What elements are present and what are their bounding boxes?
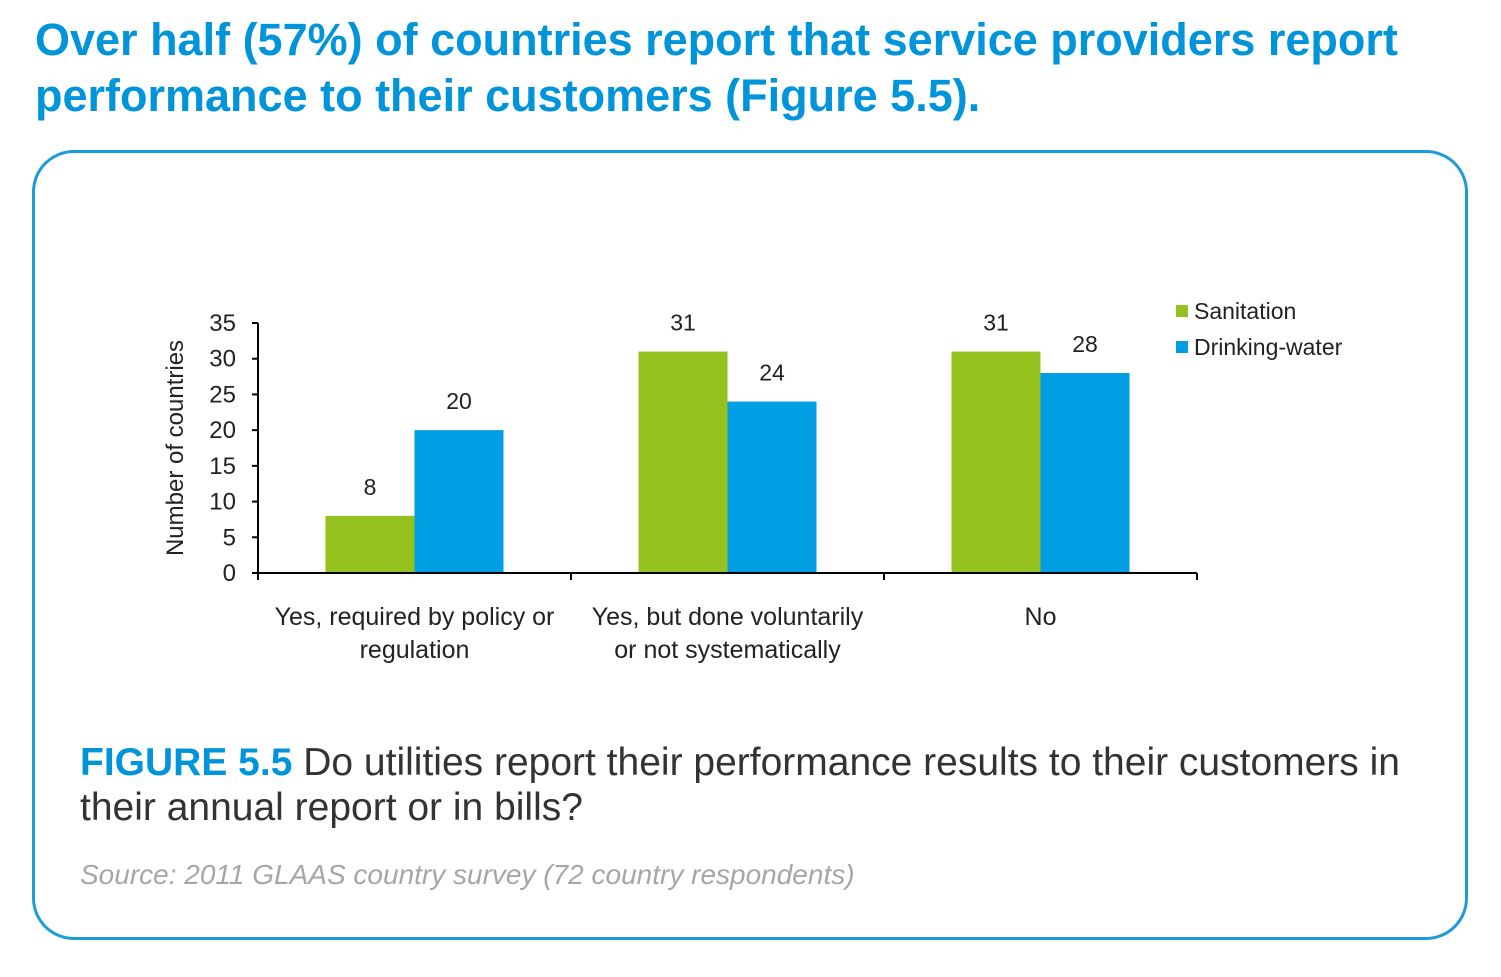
y-tick-label: 20 <box>209 417 236 444</box>
bar-drinking-water-0 <box>414 430 504 573</box>
data-label-sanitation-0: 8 <box>364 474 377 500</box>
page-heading: Over half (57%) of countries report that… <box>35 14 1398 121</box>
x-category-label: No <box>1024 603 1057 631</box>
data-label-sanitation-2: 31 <box>983 310 1009 336</box>
legend-swatch-sanitation <box>1176 305 1188 317</box>
data-label-sanitation-1: 31 <box>670 310 696 336</box>
y-tick-label: 10 <box>209 489 236 516</box>
x-category-label: Yes, but done voluntarily or not systema… <box>591 603 864 664</box>
chart-canvas: 8 31 31 20 24 28 0 5 10 15 20 25 30 35 Number of count… <box>162 298 1343 587</box>
data-label-drinking-water-2: 28 <box>1072 331 1098 357</box>
bar-drinking-water-1 <box>727 401 817 573</box>
bar-sanitation-0 <box>325 515 415 573</box>
bar-sanitation-1 <box>638 351 728 573</box>
y-tick-label: 0 <box>223 560 236 587</box>
figure-source: Source: 2011 GLAAS country survey (72 co… <box>80 859 855 890</box>
bar-drinking-water-2 <box>1040 373 1130 573</box>
legend-label-drinking-water: Drinking-water <box>1194 334 1343 360</box>
y-tick-label: 5 <box>223 524 236 551</box>
bar-chart: 8 31 31 20 24 28 0 5 10 15 20 25 30 35 Number of count… <box>140 290 1390 670</box>
figure-panel: 8 31 31 20 24 28 0 5 10 15 20 25 30 35 Number of count… <box>32 150 1468 940</box>
legend-label-sanitation: Sanitation <box>1194 298 1296 324</box>
figure-label: FIGURE 5.5 <box>80 741 293 784</box>
y-tick-label: 35 <box>209 310 236 337</box>
y-tick-label: 30 <box>209 346 236 373</box>
figure-caption-text: Do utilities report their performance re… <box>80 741 1400 829</box>
bar-sanitation-2 <box>951 351 1041 573</box>
y-tick-label: 25 <box>209 381 236 408</box>
figure-caption: FIGURE 5.5 Do utilities report their per… <box>80 740 1440 830</box>
x-category-label: Yes, required by policy or regulation <box>274 603 555 664</box>
data-label-drinking-water-1: 24 <box>759 360 785 386</box>
legend-swatch-drinking-water <box>1176 341 1188 353</box>
y-axis-title: Number of countries <box>162 340 189 556</box>
data-label-drinking-water-0: 20 <box>446 388 472 414</box>
y-tick-label: 15 <box>209 453 236 480</box>
